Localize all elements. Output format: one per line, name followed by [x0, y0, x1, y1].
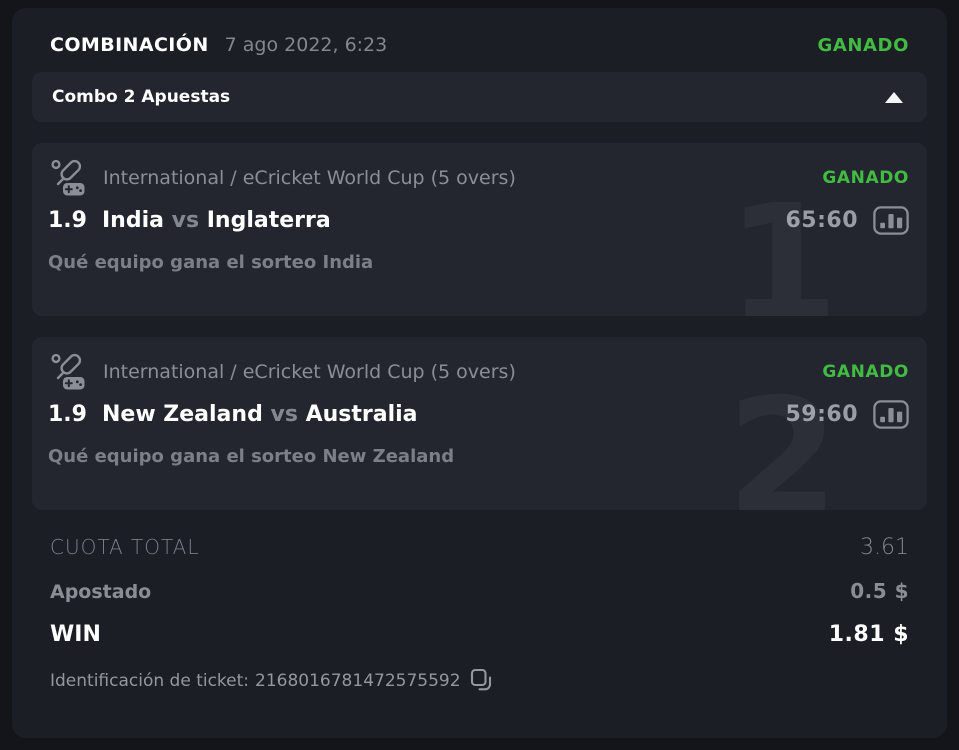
ticket-id-label: Identificación de ticket:	[50, 670, 250, 691]
market-label: Qué equipo gana el sorteo New Zealand	[48, 446, 455, 467]
stake-row: Apostado 0.5 $	[50, 579, 909, 603]
team1-name: India	[101, 208, 164, 233]
matchup-label: India vs Inglaterra	[102, 208, 331, 233]
bar-chart-icon[interactable]	[873, 400, 909, 429]
vs-label: vs	[270, 402, 298, 427]
bet-status-badge: GANADO	[822, 361, 909, 382]
market-label: Qué equipo gana el sorteo India	[48, 252, 374, 273]
score-value: 59:60	[785, 402, 858, 427]
bar-chart-icon[interactable]	[873, 206, 909, 235]
bet-number-watermark: 2	[726, 378, 839, 510]
ticket-status-badge: GANADO	[817, 35, 909, 56]
stake-value: 0.5 $	[850, 579, 909, 603]
odds-value: 1.9	[48, 402, 87, 427]
bet-card: 1 International / eCricket World Cup (5 …	[32, 143, 927, 316]
chevron-up-icon	[885, 91, 903, 103]
ecricket-esports-icon	[48, 352, 89, 391]
matchup-label: New Zealand vs Australia	[102, 402, 418, 427]
ticket-id-value: 2168016781472575592	[255, 670, 461, 691]
team2-name: Inglaterra	[206, 208, 331, 233]
total-odds-row: CUOTA TOTAL 3.61	[50, 535, 909, 560]
odds-value: 1.9	[48, 208, 87, 233]
ecricket-esports-icon	[48, 158, 89, 197]
total-odds-label: CUOTA TOTAL	[50, 535, 200, 559]
bet-number-watermark: 1	[726, 184, 839, 316]
total-odds-value: 3.61	[860, 535, 909, 560]
vs-label: vs	[171, 208, 200, 233]
win-row: WIN 1.81 $	[50, 622, 909, 647]
stake-label: Apostado	[50, 581, 152, 603]
score-value: 65:60	[785, 208, 858, 233]
ticket-id-row: Identificación de ticket: 21680167814725…	[50, 668, 909, 693]
win-label: WIN	[50, 622, 101, 647]
ticket-header: COMBINACIÓN 7 ago 2022, 6:23 GANADO	[50, 8, 909, 72]
win-value: 1.81 $	[828, 622, 909, 647]
bet-status-badge: GANADO	[822, 167, 909, 188]
team2-name: Australia	[305, 402, 418, 427]
combo-label: Combo 2 Apuestas	[52, 87, 231, 107]
league-label: International / eCricket World Cup (5 ov…	[103, 360, 516, 383]
copy-icon[interactable]	[470, 668, 493, 693]
ticket-type-title: COMBINACIÓN	[50, 34, 209, 56]
team1-name: New Zealand	[101, 402, 263, 427]
ticket-date: 7 ago 2022, 6:23	[224, 34, 388, 56]
bet-card: 2 International / eCricket World Cup (5 …	[32, 337, 927, 510]
ticket-summary: CUOTA TOTAL 3.61 Apostado 0.5 $ WIN 1.81…	[50, 535, 909, 693]
combo-toggle-bar[interactable]: Combo 2 Apuestas	[32, 72, 927, 122]
bet-ticket-card: COMBINACIÓN 7 ago 2022, 6:23 GANADO Comb…	[12, 8, 947, 738]
league-label: International / eCricket World Cup (5 ov…	[103, 166, 516, 189]
